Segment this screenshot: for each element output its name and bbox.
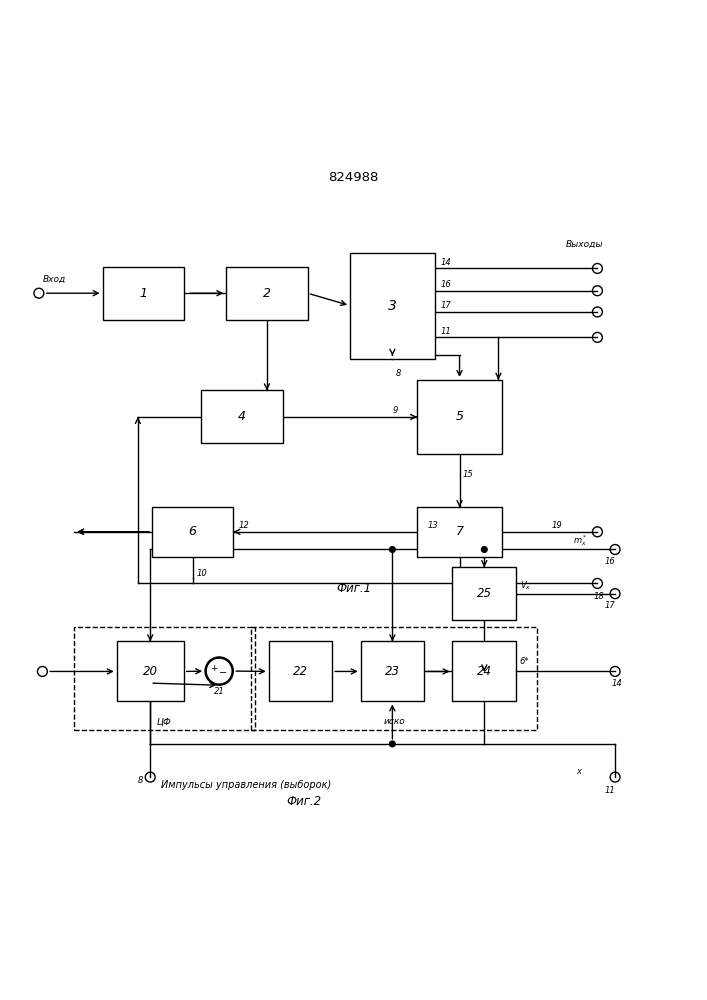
Bar: [117, 641, 184, 701]
Text: 4: 4: [238, 410, 246, 423]
Text: Фиг.1: Фиг.1: [336, 582, 371, 595]
Text: иско: иско: [383, 717, 405, 726]
Text: 5: 5: [455, 410, 464, 423]
Text: 8: 8: [396, 369, 402, 378]
Bar: [152, 507, 233, 557]
Text: 2: 2: [263, 287, 271, 300]
Circle shape: [481, 547, 487, 552]
Text: Фиг.2: Фиг.2: [286, 795, 322, 808]
Circle shape: [205, 657, 233, 685]
Text: x: x: [576, 767, 581, 776]
Text: 9: 9: [392, 406, 398, 415]
Text: 13: 13: [428, 521, 438, 530]
Bar: [103, 267, 184, 320]
Circle shape: [208, 659, 230, 683]
Text: 24: 24: [477, 665, 492, 678]
Text: 8: 8: [138, 776, 143, 785]
Text: 19: 19: [551, 521, 562, 530]
Bar: [452, 567, 516, 620]
Bar: [269, 641, 332, 701]
Text: 10: 10: [197, 569, 207, 578]
Text: Выходы: Выходы: [566, 240, 603, 249]
Bar: [201, 390, 283, 443]
Text: 6*: 6*: [520, 657, 530, 666]
Bar: [452, 641, 516, 701]
Text: 25: 25: [477, 587, 492, 600]
Text: 15: 15: [463, 470, 474, 479]
Text: 22: 22: [293, 665, 308, 678]
Text: 23: 23: [385, 665, 400, 678]
Bar: [417, 507, 502, 557]
Text: 14: 14: [612, 679, 622, 688]
Text: +: +: [211, 664, 218, 673]
Text: 12: 12: [239, 521, 250, 530]
Text: ЦФ: ЦФ: [157, 717, 172, 726]
Circle shape: [390, 547, 395, 552]
Text: $V_x$: $V_x$: [520, 579, 531, 592]
Text: 17: 17: [604, 601, 615, 610]
Text: Импульсы управления (выборок): Импульсы управления (выборок): [161, 780, 331, 790]
Text: −: −: [218, 668, 227, 678]
Text: 824988: 824988: [328, 171, 379, 184]
Text: 17: 17: [440, 301, 451, 310]
Text: 16: 16: [440, 280, 451, 289]
Text: 11: 11: [604, 786, 615, 795]
Bar: [350, 253, 435, 359]
Circle shape: [390, 741, 395, 747]
Text: $m_x^*$: $m_x^*$: [573, 533, 587, 548]
Text: 16: 16: [604, 557, 615, 566]
Text: 7: 7: [455, 525, 464, 538]
Text: 14: 14: [440, 258, 451, 267]
Text: 18: 18: [594, 592, 604, 601]
Text: 11: 11: [440, 327, 451, 336]
Bar: [74, 627, 255, 730]
Text: Вход: Вход: [42, 275, 66, 284]
Text: 20: 20: [143, 665, 158, 678]
Bar: [226, 267, 308, 320]
Text: 3: 3: [388, 299, 397, 313]
Text: 6: 6: [189, 525, 197, 538]
Text: 21: 21: [214, 687, 225, 696]
Bar: [361, 641, 424, 701]
Bar: [417, 380, 502, 454]
Bar: [251, 627, 537, 730]
Text: 1: 1: [139, 287, 147, 300]
